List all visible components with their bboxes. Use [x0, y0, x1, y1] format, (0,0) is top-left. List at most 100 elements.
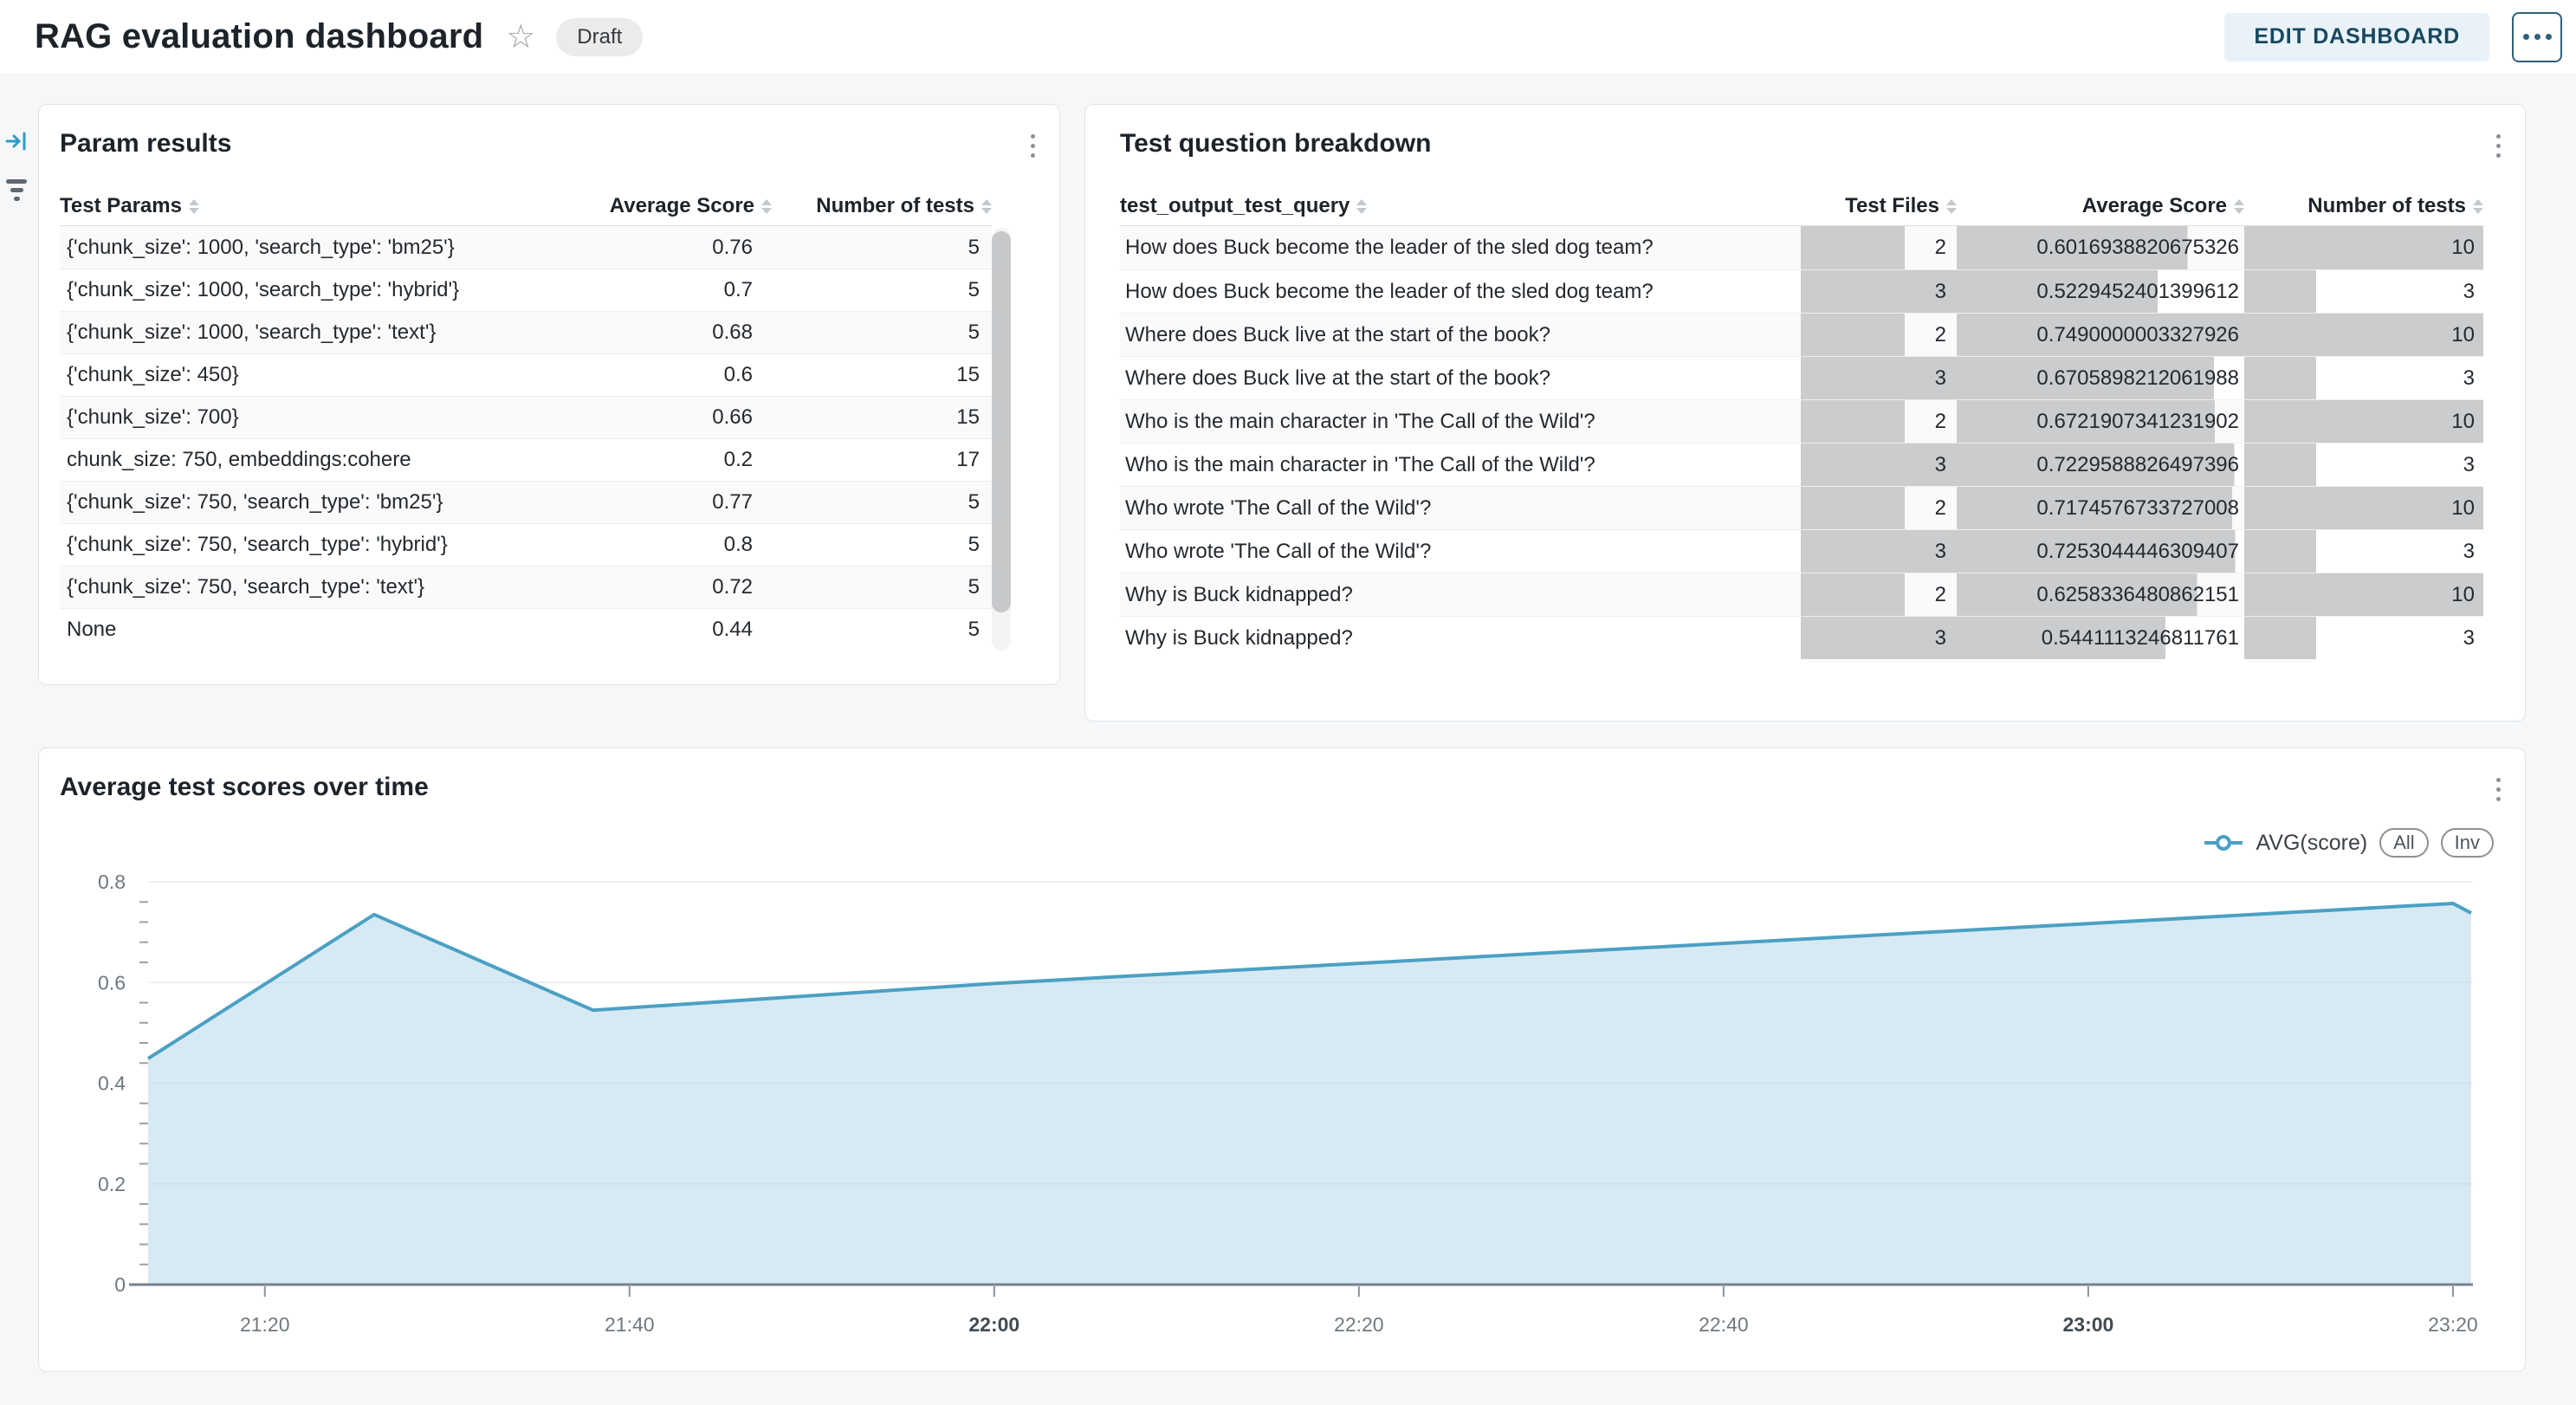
sort-icon[interactable] — [1946, 198, 1957, 214]
sort-icon[interactable] — [2234, 198, 2244, 214]
edit-dashboard-button[interactable]: EDIT DASHBOARD — [2224, 12, 2489, 62]
table-row[interactable]: {'chunk_size': 1000, 'search_type': 'bm2… — [60, 226, 992, 269]
number-of-tests-cell: 3 — [2244, 617, 2483, 659]
query-cell: Where does Buck live at the start of the… — [1125, 366, 1550, 390]
table-row[interactable]: {'chunk_size': 700} 0.66 15 — [60, 396, 992, 438]
table-row[interactable]: {'chunk_size': 1000, 'search_type': 'hyb… — [60, 269, 992, 311]
chart-card: Average test scores over time AVG(score)… — [38, 748, 2526, 1372]
average-score-cell: 0.7 — [723, 278, 753, 301]
param-results-kebab-menu-icon[interactable] — [1027, 131, 1039, 161]
x-axis-label: 23:00 — [2062, 1313, 2113, 1336]
column-header[interactable]: Test Files — [1801, 194, 1957, 218]
average-score-cell: 0.7229588826497396 — [1957, 444, 2244, 486]
test-params-cell: {'chunk_size': 1000, 'search_type': 'tex… — [67, 320, 437, 344]
sort-icon[interactable] — [188, 198, 199, 214]
number-of-tests-cell: 5 — [968, 575, 980, 599]
number-of-tests-cell: 17 — [956, 448, 980, 471]
question-breakdown-title: Test question breakdown — [1120, 129, 1432, 158]
table-row[interactable]: How does Buck become the leader of the s… — [1120, 269, 2483, 313]
favorite-star-icon[interactable]: ☆ — [506, 18, 536, 55]
table-row[interactable]: Why is Buck kidnapped? 3 0.5441113246811… — [1120, 616, 2483, 659]
param-table-scrollbar[interactable] — [992, 228, 1011, 651]
average-score-cell: 0.66 — [712, 405, 753, 429]
number-of-tests-cell: 10 — [2244, 226, 2483, 269]
y-axis-label: 0.4 — [98, 1072, 126, 1095]
test-files-cell: 2 — [1801, 400, 1957, 443]
scrollbar-thumb[interactable] — [992, 231, 1011, 612]
number-of-tests-cell: 3 — [2244, 270, 2483, 313]
query-cell: Who is the main character in 'The Call o… — [1125, 409, 1595, 433]
table-row[interactable]: Who wrote 'The Call of the Wild'? 3 0.72… — [1120, 529, 2483, 573]
more-menu-button[interactable] — [2512, 11, 2562, 62]
column-header[interactable]: Test Params — [60, 194, 508, 218]
test-params-cell: {'chunk_size': 750, 'search_type': 'bm25… — [67, 490, 443, 514]
average-score-cell: 0.2 — [723, 448, 753, 471]
test-params-cell: {'chunk_size': 750, 'search_type': 'hybr… — [67, 533, 448, 556]
query-cell: Where does Buck live at the start of the… — [1125, 322, 1550, 346]
average-score-cell: 0.6705898212061988 — [1957, 357, 2244, 399]
table-row[interactable]: Who is the main character in 'The Call o… — [1120, 399, 2483, 443]
table-row[interactable]: {'chunk_size': 750, 'search_type': 'text… — [60, 566, 992, 608]
test-params-cell: {'chunk_size': 1000, 'search_type': 'hyb… — [67, 278, 460, 301]
column-header[interactable]: Number of tests — [772, 194, 992, 218]
average-score-cell: 0.68 — [712, 320, 753, 344]
legend-series-marker-icon — [2204, 835, 2243, 851]
expand-panel-icon[interactable] — [5, 130, 31, 157]
table-row[interactable]: How does Buck become the leader of the s… — [1120, 226, 2483, 269]
average-score-cell: 0.6016938820675326 — [1957, 226, 2244, 269]
test-params-cell: {'chunk_size': 450} — [67, 363, 239, 386]
query-cell: Why is Buck kidnapped? — [1125, 582, 1353, 606]
test-files-cell: 2 — [1801, 314, 1957, 356]
question-breakdown-card: Test question breakdown test_output_test… — [1084, 104, 2526, 722]
test-files-cell: 3 — [1801, 444, 1957, 486]
table-row[interactable]: Where does Buck live at the start of the… — [1120, 313, 2483, 356]
column-header[interactable]: Average Score — [508, 194, 772, 218]
average-score-cell: 0.5441113246811761 — [1957, 617, 2244, 659]
legend-all-button[interactable]: All — [2379, 828, 2429, 858]
table-row[interactable]: {'chunk_size': 450} 0.6 15 — [60, 353, 992, 396]
question-breakdown-kebab-menu-icon[interactable] — [2493, 131, 2504, 161]
number-of-tests-cell: 10 — [2244, 573, 2483, 616]
column-header[interactable]: test_output_test_query — [1120, 194, 1801, 218]
average-score-cell: 0.7253044446309407 — [1957, 530, 2244, 573]
param-table-header-row: Test Params Average Score Number of tests — [60, 187, 992, 226]
table-row[interactable]: {'chunk_size': 1000, 'search_type': 'tex… — [60, 311, 992, 353]
number-of-tests-cell: 15 — [956, 405, 980, 429]
sort-icon[interactable] — [981, 198, 992, 214]
test-params-cell: {'chunk_size': 1000, 'search_type': 'bm2… — [67, 235, 455, 259]
status-badge: Draft — [556, 17, 644, 56]
test-params-cell: {'chunk_size': 700} — [67, 405, 239, 429]
sort-icon[interactable] — [761, 198, 772, 214]
average-score-cell: 0.72 — [712, 575, 753, 599]
legend-inv-button[interactable]: Inv — [2440, 828, 2494, 858]
test-params-cell: None — [67, 618, 117, 641]
test-files-cell: 3 — [1801, 617, 1957, 659]
table-row[interactable]: {'chunk_size': 750, 'search_type': 'hybr… — [60, 523, 992, 566]
sort-icon[interactable] — [2473, 198, 2483, 214]
average-score-cell: 0.6258336480862151 — [1957, 573, 2244, 616]
query-cell: Who wrote 'The Call of the Wild'? — [1125, 495, 1432, 520]
page-header: RAG evaluation dashboard ☆ Draft EDIT DA… — [0, 0, 2576, 74]
test-files-cell: 2 — [1801, 226, 1957, 269]
table-row[interactable]: Where does Buck live at the start of the… — [1120, 356, 2483, 399]
table-row[interactable]: None 0.44 5 — [60, 608, 992, 651]
y-axis-label: 0.6 — [98, 971, 126, 994]
filter-icon[interactable] — [5, 179, 28, 201]
chart-kebab-menu-icon[interactable] — [2493, 774, 2504, 805]
legend-series-label: AVG(score) — [2256, 830, 2368, 855]
column-header[interactable]: Number of tests — [2244, 194, 2483, 218]
average-score-cell: 0.76 — [712, 235, 753, 259]
table-row[interactable]: {'chunk_size': 750, 'search_type': 'bm25… — [60, 481, 992, 523]
column-header[interactable]: Average Score — [1957, 194, 2244, 218]
y-axis-label: 0.2 — [98, 1173, 126, 1195]
number-of-tests-cell: 10 — [2244, 487, 2483, 529]
canvas-side-controls — [5, 130, 31, 201]
table-row[interactable]: Who is the main character in 'The Call o… — [1120, 443, 2483, 486]
table-row[interactable]: Why is Buck kidnapped? 2 0.6258336480862… — [1120, 573, 2483, 616]
param-results-card: Param results Test Params Average Score Nu… — [38, 104, 1060, 685]
number-of-tests-cell: 5 — [968, 320, 980, 344]
table-row[interactable]: chunk_size: 750, embeddings:cohere 0.2 1… — [60, 438, 992, 481]
sort-icon[interactable] — [1356, 198, 1368, 214]
table-row[interactable]: Who wrote 'The Call of the Wild'? 2 0.71… — [1120, 486, 2483, 529]
x-axis-label: 22:20 — [1334, 1313, 1384, 1336]
